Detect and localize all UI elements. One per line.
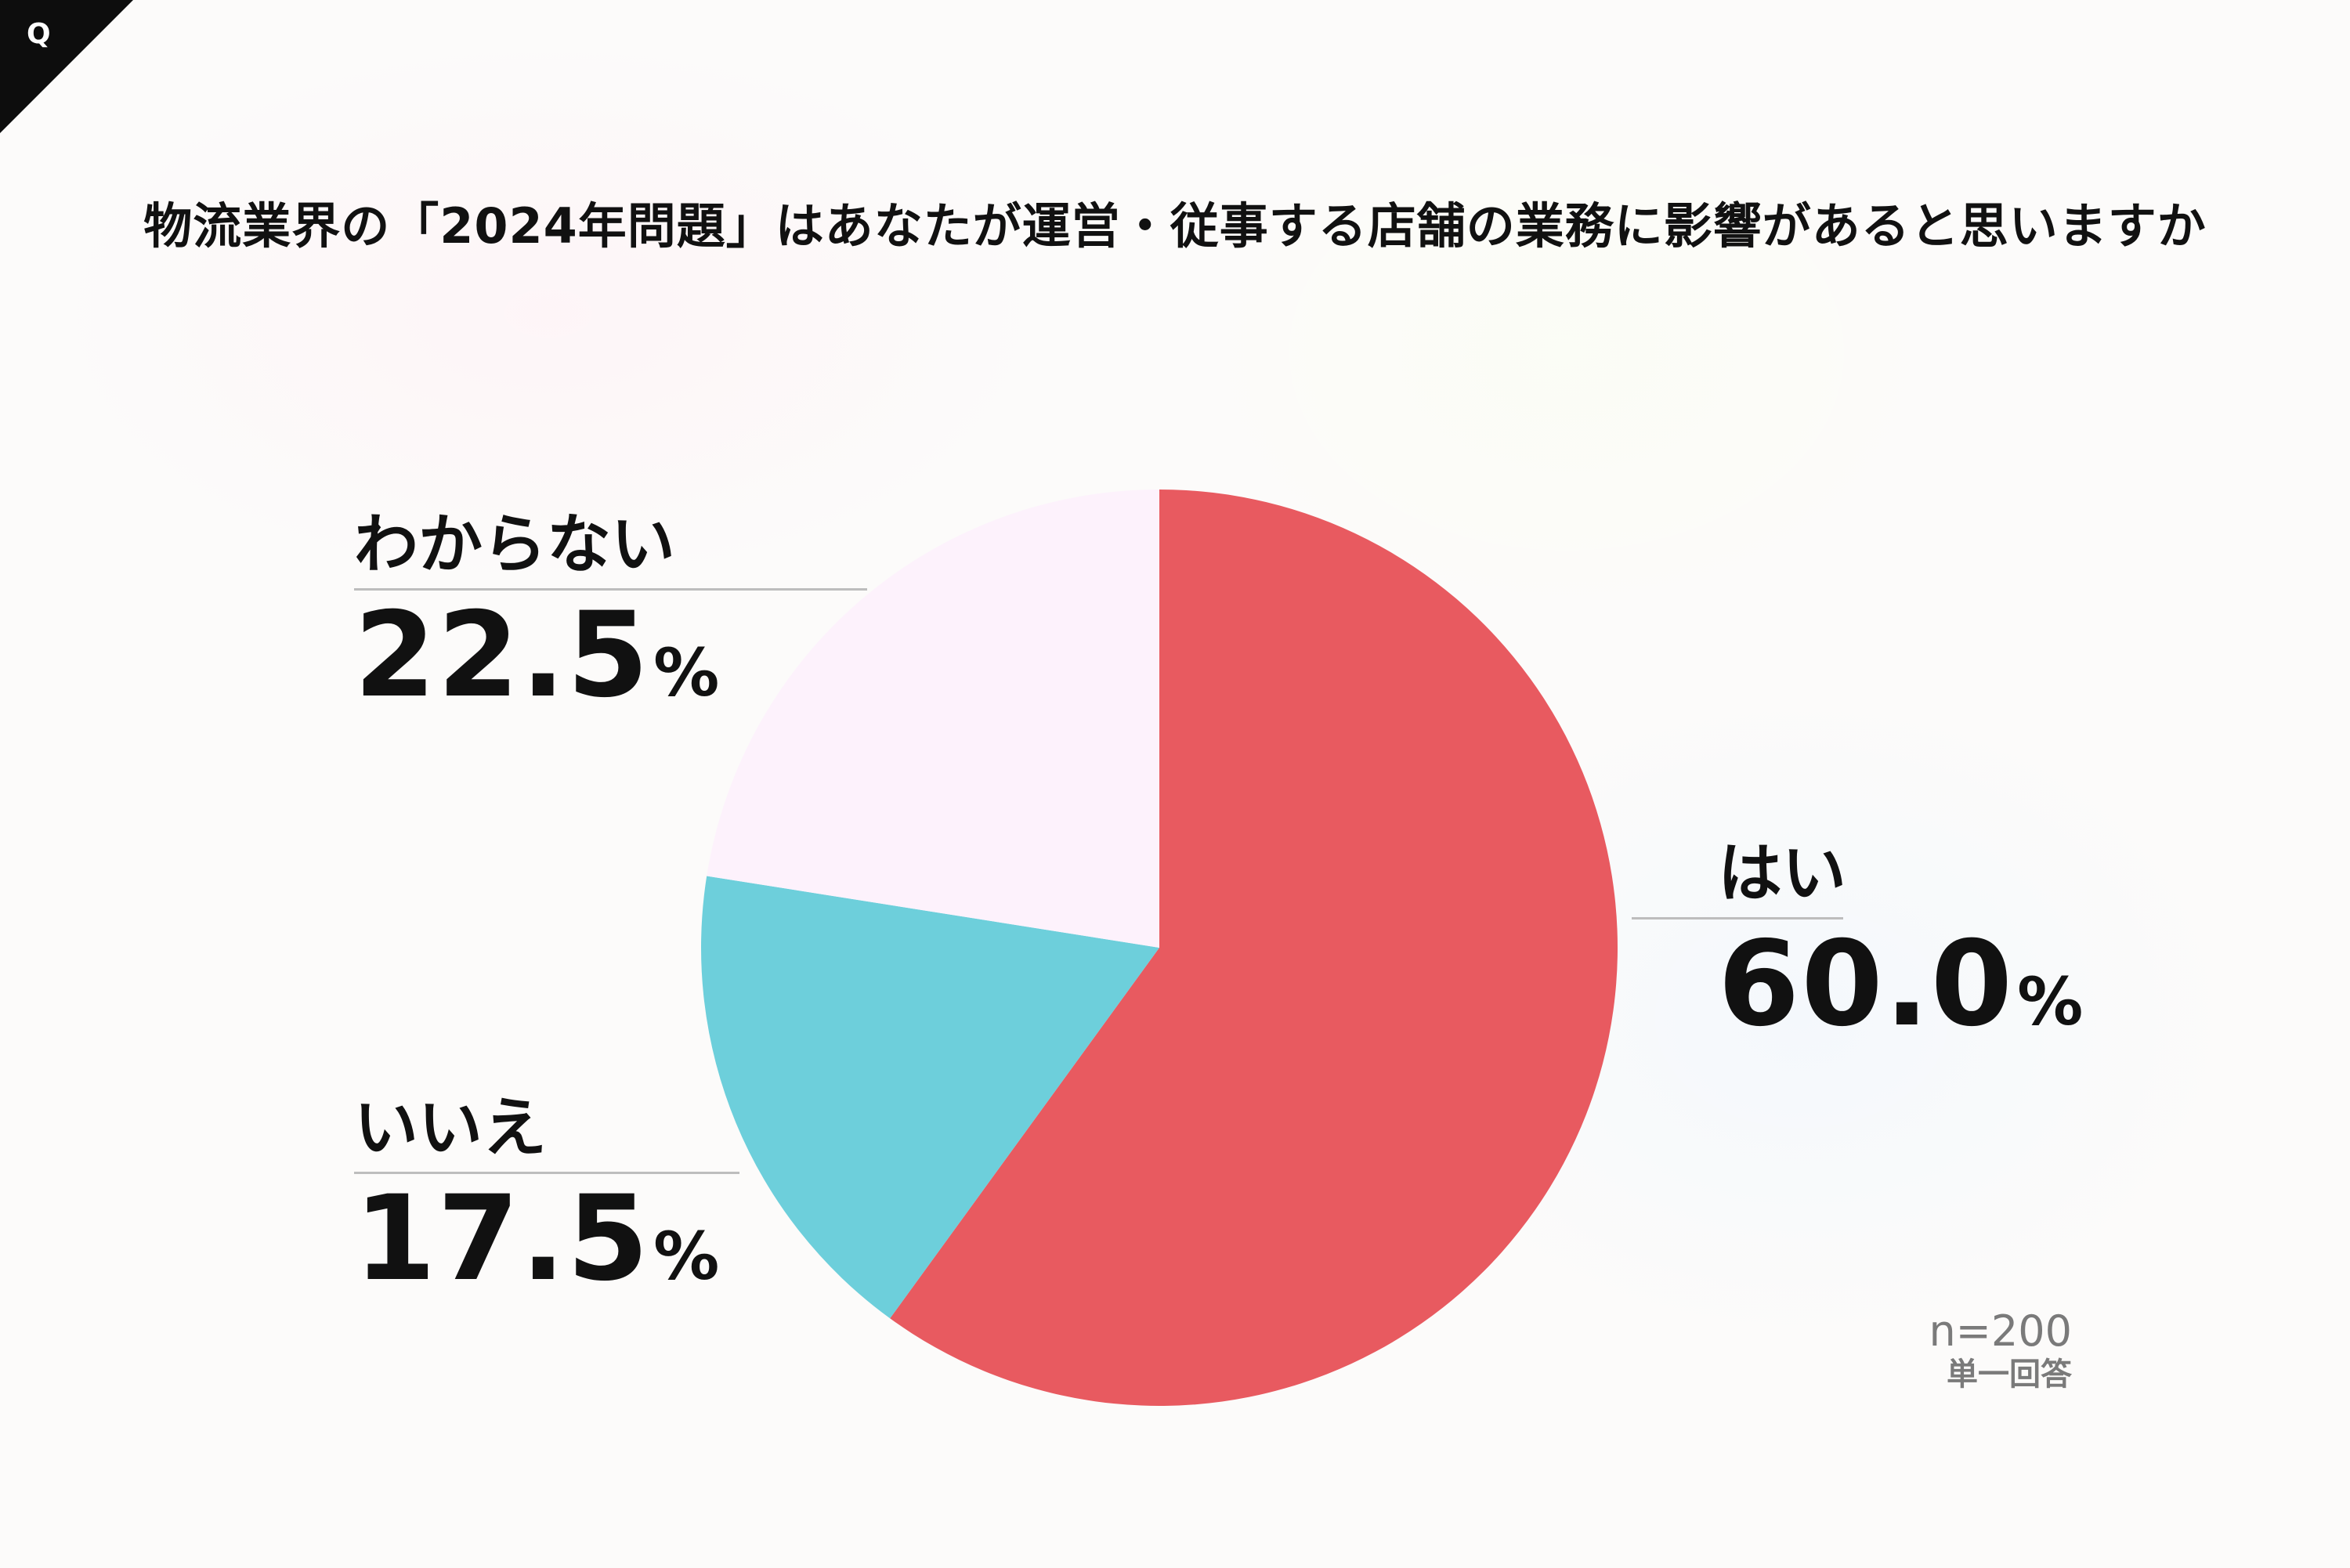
value-number: 22.5 [354, 587, 651, 724]
slice-no [700, 876, 1159, 1319]
sample-note: n=200 単一回答 [1929, 1308, 2072, 1395]
label-no: いいえ 17.5% [354, 1097, 739, 1298]
corner-letter: Q [27, 18, 51, 50]
slice-value: 60.0% [1718, 926, 2083, 1043]
slice-label: わからない [354, 508, 676, 582]
slice-dont-know [707, 490, 1159, 948]
leader-line [354, 1172, 739, 1174]
slice-label: はい [1718, 836, 1847, 911]
value-unit: % [653, 1218, 720, 1295]
leader-line [354, 588, 867, 591]
chart-title: 物流業界の「2024年問題」はあなたが運営・従事する店舗の業務に影響があると思い… [143, 197, 2207, 255]
value-number: 60.0 [1718, 916, 2015, 1053]
label-yes: はい 60.0% [1632, 836, 2083, 1043]
slice-value: 17.5% [354, 1180, 739, 1298]
answer-type: 単一回答 [1947, 1357, 2072, 1393]
leader-line [1632, 917, 1843, 919]
slice-value: 22.5% [354, 597, 867, 714]
corner-triangle [0, 0, 133, 133]
value-unit: % [2017, 963, 2084, 1040]
value-number: 17.5 [354, 1171, 651, 1307]
slice-yes [890, 490, 1618, 1406]
value-unit: % [653, 634, 720, 711]
slice-label: いいえ [354, 1091, 548, 1165]
sample-size: n=200 [1929, 1306, 2072, 1356]
label-dont-know: わからない 22.5% [354, 513, 867, 714]
